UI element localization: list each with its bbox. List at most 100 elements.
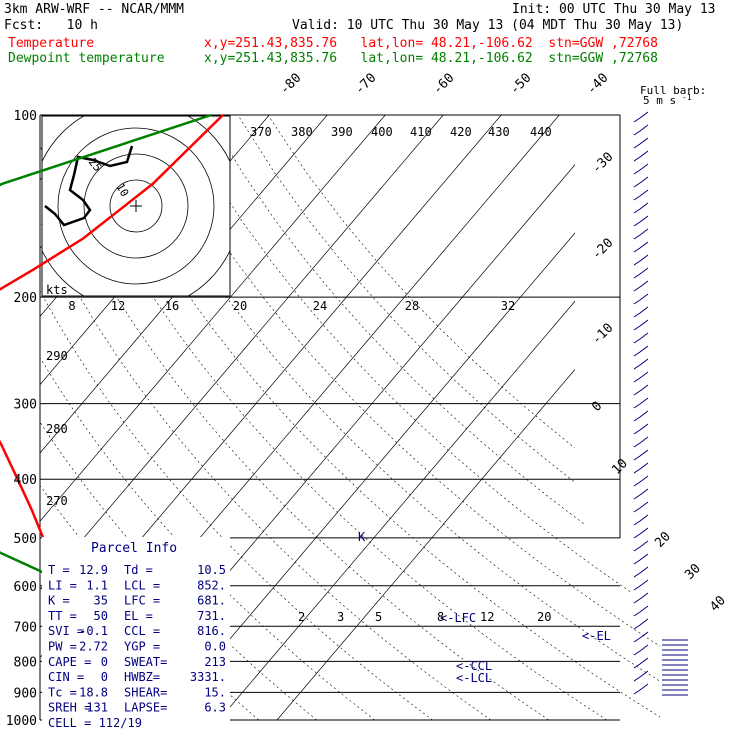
parcel-key: YGP =	[124, 640, 160, 654]
dry-adiabat	[207, 115, 660, 720]
wind-barb-staff	[633, 143, 641, 149]
wind-legend-units: 5 m s	[643, 94, 676, 107]
wind-barb-staff	[633, 663, 641, 669]
dry-adiabat	[237, 115, 660, 720]
pressure-label: 600	[14, 580, 37, 595]
parcel-key: HWBZ=	[124, 670, 160, 684]
wind-barb	[639, 618, 649, 626]
temperature-tick-label: -20	[589, 236, 616, 263]
temperature-legend-label: Temperature	[8, 36, 95, 51]
wind-barb-staff	[633, 429, 641, 435]
dry-adiabat	[40, 115, 491, 720]
wind-legend-exponent: -1	[682, 93, 692, 102]
wind-barb-staff	[633, 286, 641, 292]
wind-barb-staff	[633, 416, 641, 422]
wind-barb	[639, 358, 649, 366]
wind-barb	[639, 488, 649, 496]
el-marker: <-EL	[582, 629, 611, 643]
wind-barb-staff	[633, 585, 641, 591]
dry-adiabat	[57, 115, 607, 720]
wind-barb-staff	[633, 351, 641, 357]
wind-barb-staff	[633, 338, 641, 344]
hodograph-speed-label: 16	[165, 299, 179, 313]
hodograph-speed-label: 28	[405, 299, 419, 313]
mixing-ratio-label: 5	[375, 610, 382, 624]
hodograph-ring	[109, 179, 163, 233]
wind-barb	[639, 267, 649, 275]
temperature-tick-label: 40	[707, 593, 729, 615]
wind-barb	[639, 449, 649, 457]
wind-barb	[639, 540, 649, 548]
parcel-value: 15.	[204, 685, 226, 699]
wind-barb	[639, 137, 649, 145]
pressure-label: 200	[14, 291, 37, 306]
theta-label: 270	[46, 494, 68, 508]
wind-barb	[639, 371, 649, 379]
temperature-tick-label: -40	[584, 71, 611, 98]
parcel-value: 681.	[197, 594, 226, 608]
wind-barb-staff	[633, 221, 641, 227]
parcel-value: 3331.	[190, 670, 226, 684]
wind-barb	[639, 150, 649, 158]
wind-barb	[639, 423, 649, 431]
wind-barbs: Full barb:5 m s -1	[633, 84, 706, 696]
parcel-info-table: Parcel Info T = 12.9 Td = 10.5 LI = 1.1 LCL = 85…	[42, 537, 230, 730]
parcel-key: SHEAR=	[124, 685, 167, 699]
wind-barb	[639, 124, 649, 132]
hodograph-units: kts	[46, 283, 68, 297]
parcel-value: 35	[94, 594, 108, 608]
parcel-key: LI =	[48, 578, 77, 592]
wind-barb	[639, 384, 649, 392]
parcel-cell: CELL = 112/19	[48, 716, 142, 730]
parcel-key: CIN =	[48, 670, 84, 684]
parcel-key: CCL =	[124, 624, 160, 638]
wind-barb	[639, 670, 649, 678]
parcel-value: 10.5	[197, 563, 226, 577]
wind-barb-staff	[633, 650, 641, 656]
wind-barb	[639, 644, 649, 652]
dry-adiabat	[40, 115, 317, 720]
isotherm-line	[276, 115, 660, 720]
pressure-label: 100	[14, 109, 37, 124]
parcel-value: 731.	[197, 609, 226, 623]
hodograph-ring	[57, 127, 215, 285]
wind-barb-staff	[633, 611, 641, 617]
wind-barb	[639, 319, 649, 327]
dewpoint-legend-label: Dewpoint temperature	[8, 51, 165, 66]
parcel-value: 131	[86, 701, 108, 715]
parcel-value: 1.1	[86, 578, 108, 592]
temperature-tick-label: 0	[589, 399, 605, 415]
dry-adiabat	[87, 115, 660, 720]
mixing-ratio-label: 3	[337, 610, 344, 624]
wind-barb	[639, 215, 649, 223]
wind-barb-staff	[633, 520, 641, 526]
parcel-key: EL =	[124, 609, 153, 623]
lfc-marker: <-LFC	[440, 611, 476, 625]
wind-barb-staff	[633, 507, 641, 513]
wind-barb-staff	[633, 494, 641, 500]
wind-barb-staff	[633, 637, 641, 643]
wind-barb-staff	[633, 208, 641, 214]
parcel-key: SWEAT=	[124, 655, 167, 669]
wind-barb	[639, 111, 649, 119]
temperature-tick-label: 10	[609, 456, 631, 478]
wind-barb-staff	[633, 169, 641, 175]
isotherm-line	[218, 115, 660, 720]
wind-barb	[639, 631, 649, 639]
model-title: 3km ARW-WRF -- NCAR/MMM	[4, 2, 185, 17]
theta-label: 400	[371, 125, 393, 139]
wind-barb	[639, 345, 649, 353]
theta-label: 390	[331, 125, 353, 139]
wind-barb	[639, 306, 649, 314]
theta-label: 370	[250, 125, 272, 139]
wind-barb	[639, 514, 649, 522]
wind-barb	[639, 254, 649, 262]
parcel-value: -0.1	[79, 624, 108, 638]
parcel-key: T =	[48, 563, 70, 577]
dry-adiabat	[177, 115, 660, 720]
wind-barb-staff	[633, 676, 641, 682]
wind-barb-staff	[633, 156, 641, 162]
temperature-tick-label: -70	[352, 71, 379, 98]
parcel-value: 852.	[197, 578, 226, 592]
wind-barb	[639, 228, 649, 236]
